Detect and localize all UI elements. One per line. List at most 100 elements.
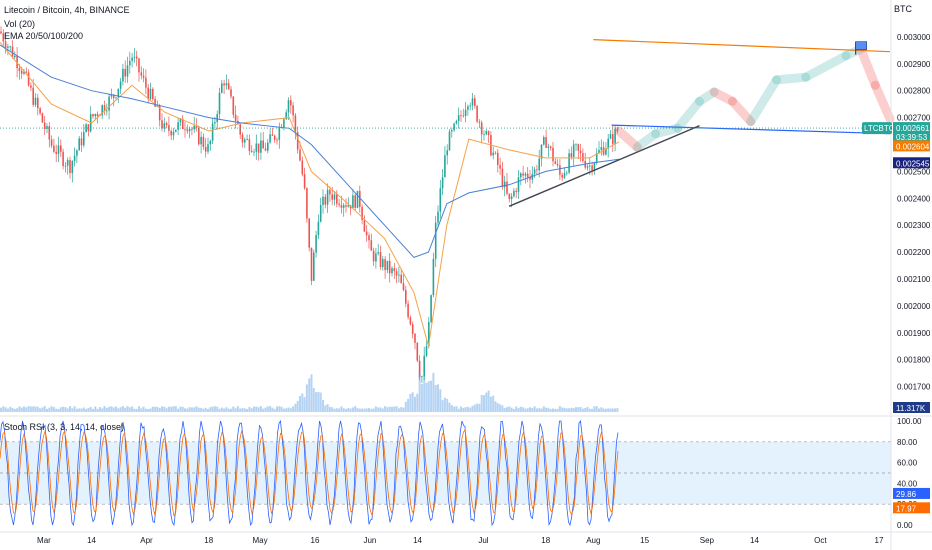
projection-up-segment bbox=[695, 87, 719, 106]
volume-bar bbox=[280, 406, 283, 412]
candle-body bbox=[365, 231, 368, 236]
volume-bar bbox=[170, 406, 173, 412]
candle-body bbox=[200, 136, 202, 145]
volume-bar bbox=[11, 407, 14, 412]
candle-body bbox=[455, 120, 458, 124]
price-tick-label: 0.002300 bbox=[897, 221, 931, 230]
candle-body bbox=[308, 218, 310, 248]
volume-bar bbox=[552, 408, 554, 412]
candle-body bbox=[193, 125, 195, 130]
candle-body bbox=[39, 108, 41, 114]
candle-body bbox=[253, 151, 255, 153]
candle-body bbox=[57, 145, 60, 154]
volume-bar bbox=[478, 403, 481, 412]
volume-bar bbox=[117, 408, 120, 412]
candle-body bbox=[244, 139, 246, 143]
volume-bar bbox=[386, 407, 389, 412]
projection-up-segment bbox=[772, 72, 811, 85]
volume-legend: Vol (20) bbox=[4, 19, 36, 29]
volume-bar bbox=[489, 396, 492, 412]
candle-body bbox=[520, 173, 522, 178]
candle-body bbox=[464, 109, 467, 117]
candle-body bbox=[513, 190, 515, 197]
candle-body bbox=[478, 121, 481, 123]
candle-body bbox=[402, 283, 405, 291]
volume-bar bbox=[184, 408, 186, 412]
volume-bar bbox=[124, 407, 127, 412]
candle-body bbox=[529, 177, 531, 180]
volume-bar bbox=[133, 408, 136, 412]
volume-bar bbox=[301, 393, 304, 412]
candle-body bbox=[108, 96, 110, 111]
candle-body bbox=[133, 56, 136, 58]
candle-body bbox=[310, 247, 313, 281]
volume-bar bbox=[25, 407, 28, 412]
volume-bar bbox=[9, 406, 12, 412]
volume-bar bbox=[126, 406, 129, 412]
ema-price-badge: 0.002604 bbox=[893, 140, 930, 152]
time-tick-label: 18 bbox=[541, 536, 550, 545]
volume-bar bbox=[156, 406, 159, 412]
candle-body bbox=[260, 140, 262, 153]
volume-bar bbox=[2, 406, 5, 412]
volume-bar bbox=[27, 406, 30, 412]
ema-fast-line bbox=[0, 41, 620, 347]
volume-bar bbox=[177, 408, 180, 412]
candle-body bbox=[612, 134, 614, 144]
candle-body bbox=[441, 177, 444, 189]
candle-body bbox=[552, 147, 554, 162]
time-tick-label: Oct bbox=[814, 536, 827, 545]
candle-body bbox=[147, 87, 149, 99]
candle-body bbox=[140, 72, 143, 76]
candle-body bbox=[27, 72, 30, 86]
time-tick-label: 16 bbox=[311, 536, 320, 545]
price-pane[interactable] bbox=[0, 26, 932, 417]
price-tick-label: 0.002400 bbox=[897, 194, 931, 203]
volume-bar bbox=[595, 406, 598, 412]
candle-body bbox=[331, 194, 333, 200]
volume-bar bbox=[296, 400, 299, 412]
stoch-k-value: 29.86 bbox=[896, 490, 917, 499]
candle-body bbox=[60, 145, 62, 152]
candle-body bbox=[453, 123, 455, 131]
volume-bar bbox=[377, 407, 380, 412]
candle-body bbox=[239, 124, 241, 135]
stoch-tick-label: 80.00 bbox=[897, 438, 918, 447]
volume-bar bbox=[85, 408, 88, 412]
volume-bar bbox=[200, 407, 203, 412]
volume-bar bbox=[243, 408, 246, 412]
candle-body bbox=[55, 151, 57, 154]
volume-bar bbox=[66, 408, 69, 412]
volume-bar bbox=[588, 408, 591, 412]
volume-bar bbox=[165, 408, 168, 412]
candle-body bbox=[69, 159, 71, 174]
volume-bar bbox=[494, 401, 497, 412]
volume-bar bbox=[188, 407, 191, 412]
candle-body bbox=[333, 194, 336, 200]
stoch-rsi-pane[interactable] bbox=[0, 419, 891, 527]
volume-bar bbox=[121, 406, 124, 412]
candle-body bbox=[119, 81, 122, 89]
candle-body bbox=[589, 165, 591, 167]
candle-body bbox=[7, 46, 9, 48]
candle-body bbox=[469, 105, 471, 107]
candle-body bbox=[80, 138, 83, 146]
volume-bar bbox=[480, 394, 483, 412]
candle-body bbox=[598, 149, 600, 154]
volume-bar bbox=[388, 406, 391, 412]
volume-bar bbox=[443, 397, 446, 412]
volume-bar bbox=[75, 408, 78, 412]
volume-bar bbox=[402, 407, 405, 412]
projection-up-segment bbox=[673, 96, 704, 133]
volume-bar bbox=[448, 402, 451, 412]
candle-body bbox=[409, 317, 412, 325]
volume-bar bbox=[271, 407, 274, 412]
candle-body bbox=[457, 115, 460, 121]
volume-bar bbox=[6, 408, 9, 412]
bar-countdown: 03:39:53 bbox=[896, 133, 928, 142]
volume-bar bbox=[547, 407, 550, 412]
candle-body bbox=[25, 71, 28, 73]
volume-bar bbox=[41, 407, 44, 412]
